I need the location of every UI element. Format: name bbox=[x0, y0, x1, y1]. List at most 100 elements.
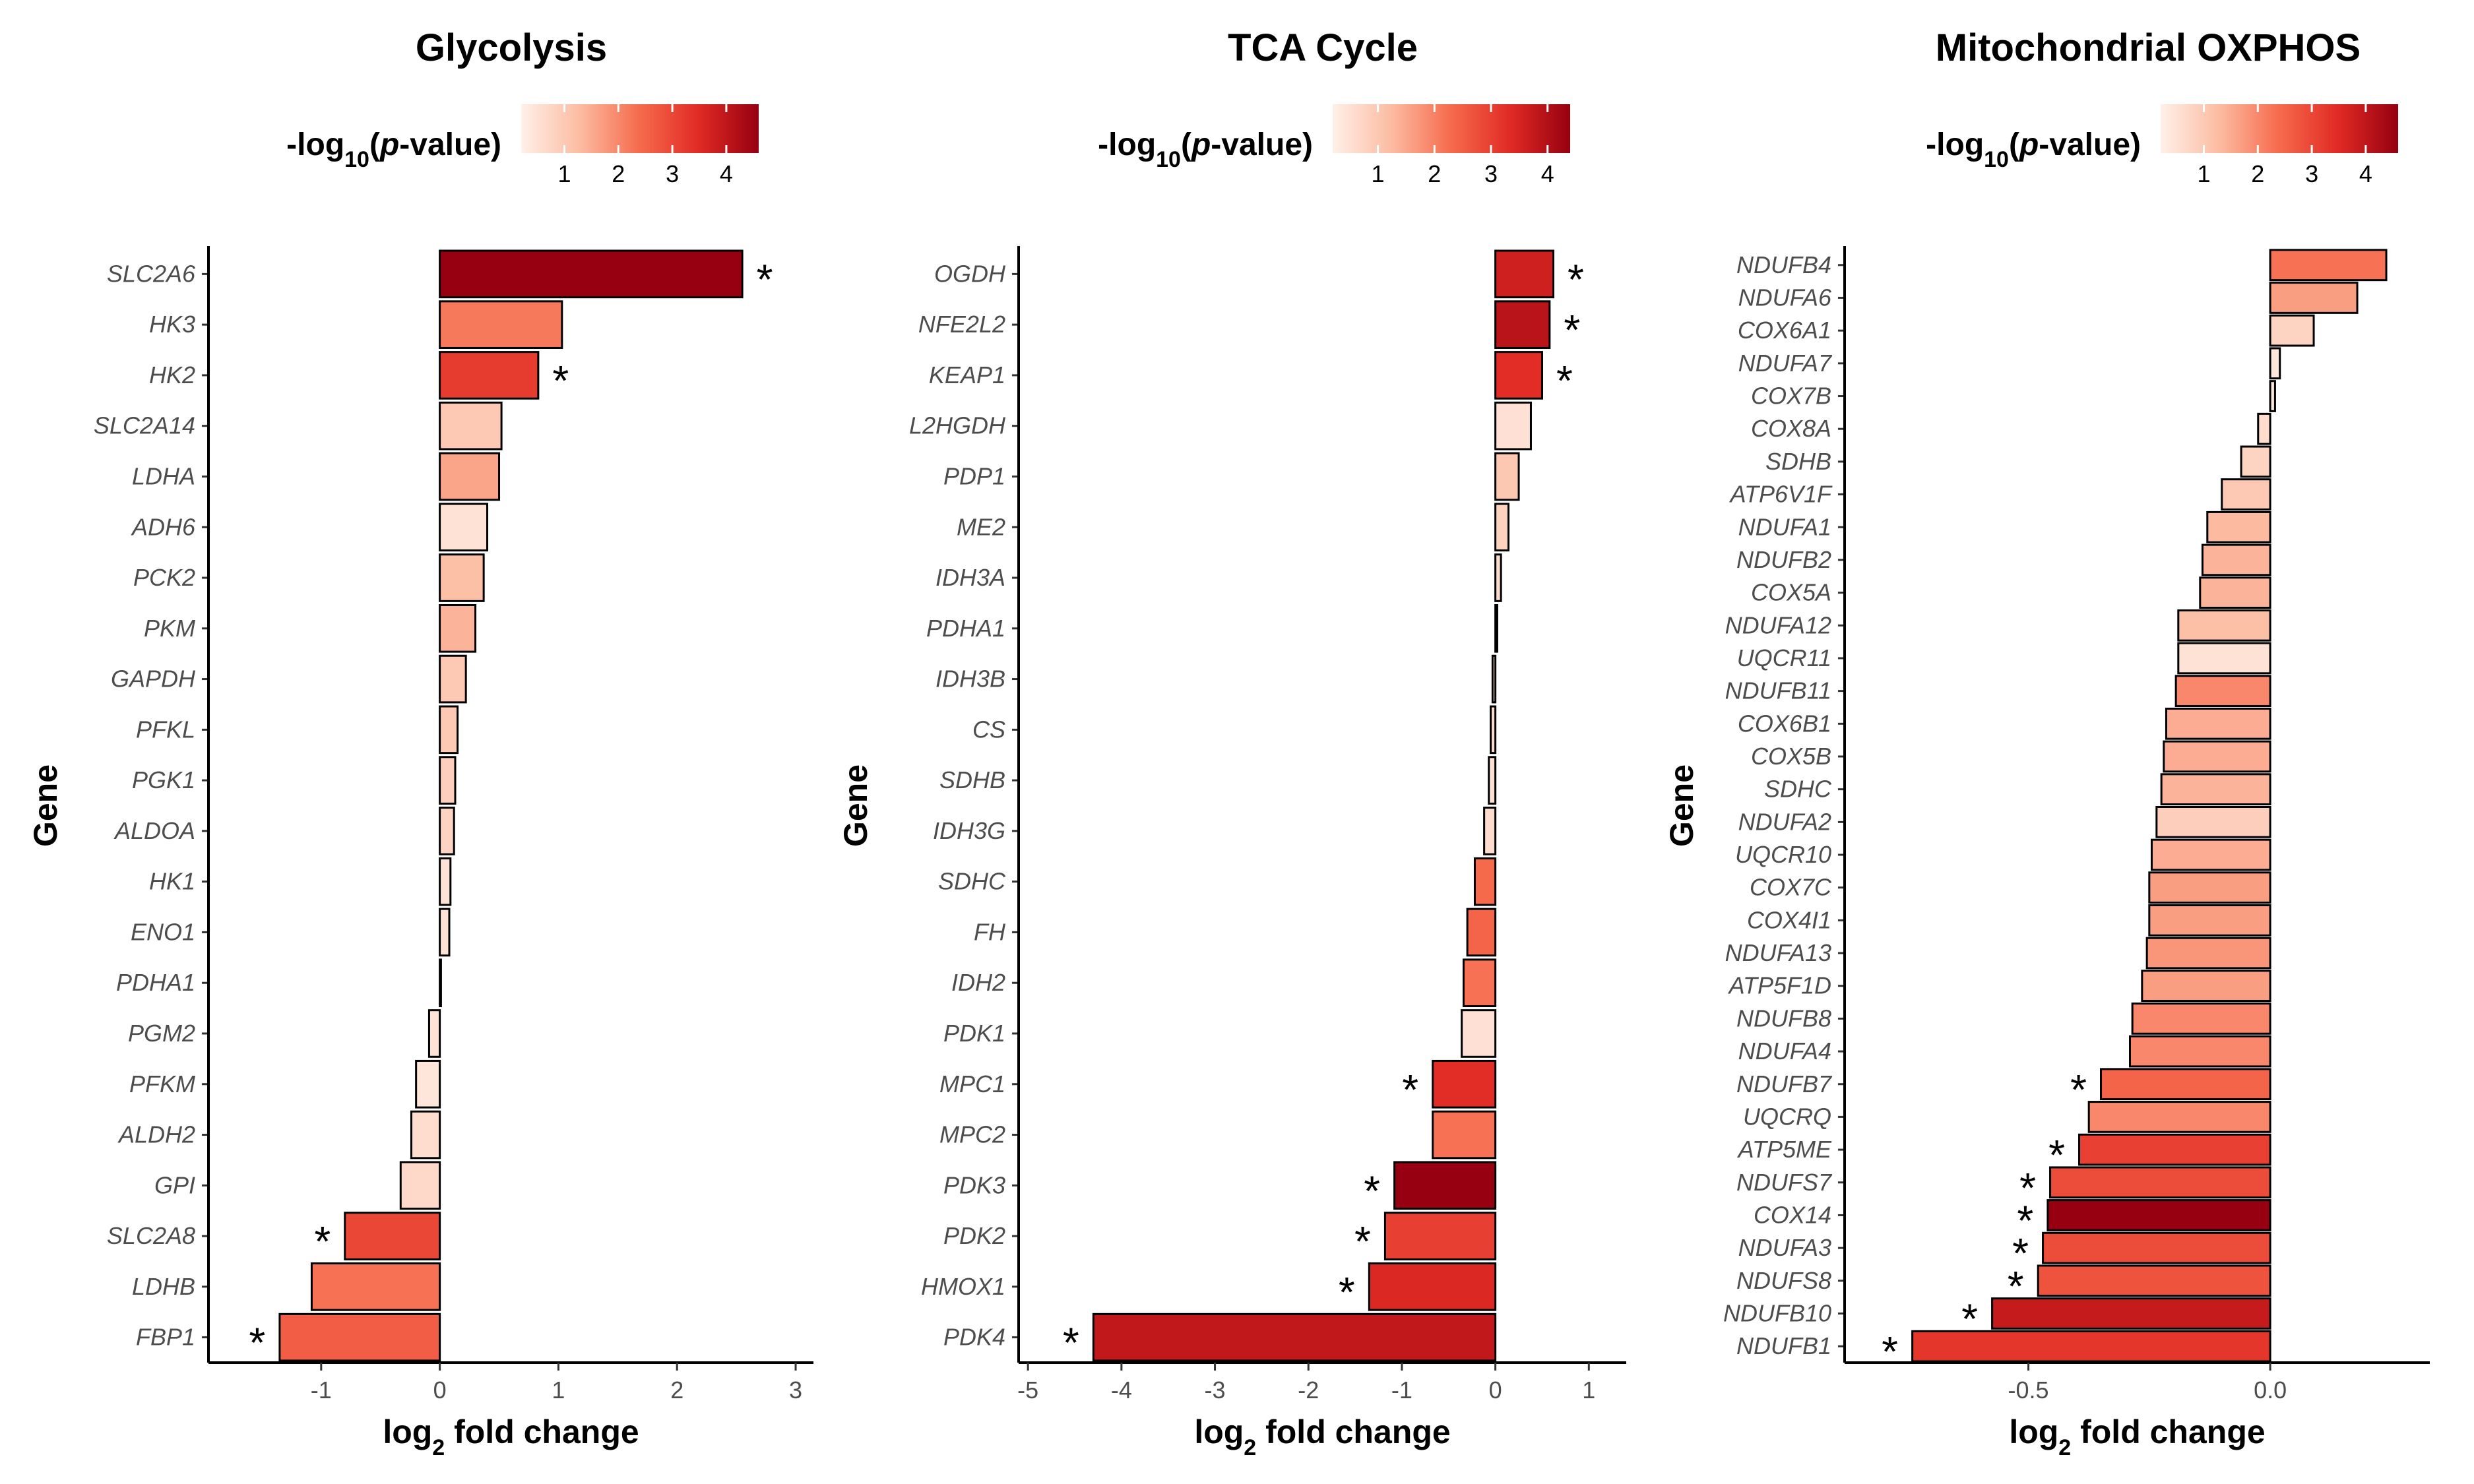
gene-label: NDUFA3 bbox=[1738, 1234, 1831, 1261]
bar-l2hgdh bbox=[1494, 401, 1532, 450]
legend-colorbar bbox=[521, 104, 759, 153]
x-tick-label: 1 bbox=[552, 1376, 565, 1404]
gene-label: COX14 bbox=[1754, 1201, 1831, 1228]
significance-star: * bbox=[1568, 255, 1584, 303]
gene-label: HMOX1 bbox=[921, 1273, 1005, 1300]
gene-label: ATP6V1F bbox=[1729, 481, 1833, 508]
x-axis-title: log2 fold change bbox=[2009, 1413, 2265, 1460]
gene-label: NDUFA6 bbox=[1738, 284, 1832, 311]
bar-atp6v1f bbox=[2221, 478, 2271, 510]
bar-eno1 bbox=[439, 908, 451, 957]
gene-label: PFKL bbox=[136, 716, 195, 743]
gene-label: UQCR11 bbox=[1737, 644, 1831, 671]
gene-label: PGK1 bbox=[132, 766, 195, 793]
bar-ndufa13 bbox=[2145, 937, 2271, 970]
gene-label: NDUFB8 bbox=[1736, 1005, 1831, 1032]
significance-star: * bbox=[1882, 1328, 1898, 1375]
legend-tick-label: 3 bbox=[666, 160, 679, 187]
significance-star: * bbox=[1556, 357, 1573, 404]
bar-atp5me bbox=[2078, 1133, 2271, 1166]
bar-ogdh bbox=[1494, 249, 1554, 299]
gene-label: COX6A1 bbox=[1738, 317, 1831, 344]
gene-label: SDHC bbox=[1764, 776, 1832, 803]
bar-ndufa7 bbox=[2269, 347, 2281, 380]
bar-ndufa4 bbox=[2129, 1035, 2271, 1068]
gene-label: ENO1 bbox=[131, 918, 195, 945]
bar-fbp1 bbox=[278, 1313, 441, 1362]
bar-mpc2 bbox=[1432, 1110, 1497, 1159]
bar-idh3b bbox=[1491, 654, 1497, 704]
bar-cox6a1 bbox=[2269, 314, 2315, 347]
gene-label: NDUFS8 bbox=[1736, 1267, 1831, 1294]
legend-tick-label: 3 bbox=[2305, 160, 2318, 187]
gene-label: COX5B bbox=[1751, 743, 1831, 770]
legend-tick-label: 3 bbox=[1484, 160, 1498, 187]
gene-label: IDH2 bbox=[951, 969, 1005, 996]
gene-label: COX8A bbox=[1751, 415, 1831, 442]
gene-label: NFE2L2 bbox=[918, 311, 1005, 338]
bar-me2 bbox=[1494, 503, 1509, 552]
legend-title: -log10(p-value) bbox=[1098, 127, 1313, 172]
gene-label: NDUFS7 bbox=[1736, 1169, 1833, 1196]
bar-cox8a bbox=[2257, 412, 2271, 445]
significance-star: * bbox=[552, 357, 569, 404]
bar-idh3g bbox=[1483, 807, 1497, 855]
legend-tick-label: 4 bbox=[1541, 160, 1554, 187]
x-tick-label: 3 bbox=[789, 1376, 802, 1404]
bar-ndufa6 bbox=[2269, 282, 2359, 314]
gene-label: IDH3G bbox=[933, 817, 1005, 844]
bar-ndufb7 bbox=[2100, 1068, 2271, 1101]
gene-label: NDUFB1 bbox=[1736, 1332, 1831, 1359]
bar-pck2 bbox=[439, 553, 485, 602]
gene-label: IDH3A bbox=[936, 564, 1005, 591]
gene-label: PGM2 bbox=[128, 1020, 195, 1047]
significance-star: * bbox=[2017, 1196, 2033, 1244]
gene-label: ALDH2 bbox=[117, 1121, 195, 1148]
significance-star: * bbox=[1063, 1319, 1079, 1367]
bar-uqcr11 bbox=[2177, 642, 2271, 675]
significance-star: * bbox=[314, 1218, 331, 1265]
bar-pkm bbox=[439, 603, 477, 653]
gene-label: SLC2A14 bbox=[94, 412, 195, 439]
bar-pfkm bbox=[415, 1059, 441, 1109]
bar-ldhb bbox=[310, 1262, 441, 1311]
panel-2: TCA Cycle -log10(p-value) 1 2 3 4 OGDH * NFE2L2 *… bbox=[837, 26, 1626, 1460]
panel-title: Mitochondrial OXPHOS bbox=[1936, 26, 2361, 69]
x-tick-label: 2 bbox=[670, 1376, 683, 1404]
bar-ndufb10 bbox=[1991, 1297, 2271, 1330]
gene-label: SLC2A8 bbox=[107, 1222, 195, 1249]
bar-aldoa bbox=[439, 807, 455, 855]
x-tick-label: -3 bbox=[1205, 1376, 1226, 1404]
gene-label: GPI bbox=[154, 1171, 195, 1198]
significance-star: * bbox=[2012, 1229, 2029, 1277]
bar-ndufs7 bbox=[2049, 1166, 2271, 1199]
gene-label: UQCR10 bbox=[1735, 841, 1831, 868]
bar-fh bbox=[1466, 908, 1497, 957]
bar-atp5f1d bbox=[2141, 970, 2271, 1003]
significance-star: * bbox=[757, 255, 773, 303]
bar-slc2a6 bbox=[439, 249, 744, 299]
legend-tick-label: 2 bbox=[2251, 160, 2264, 187]
significance-star: * bbox=[1339, 1268, 1355, 1316]
bar-pdk4 bbox=[1092, 1313, 1497, 1362]
gene-label: NDUFA1 bbox=[1738, 513, 1831, 540]
legend-colorbar bbox=[1333, 104, 1570, 153]
panel-title: Glycolysis bbox=[416, 26, 607, 69]
bar-gapdh bbox=[439, 654, 467, 704]
bar-cox14 bbox=[2046, 1199, 2271, 1231]
gene-label: NDUFA4 bbox=[1738, 1037, 1831, 1065]
gene-label: COX4I1 bbox=[1747, 906, 1831, 933]
bar-pdk2 bbox=[1383, 1212, 1497, 1260]
gene-label: HK3 bbox=[149, 311, 195, 338]
bar-hk2 bbox=[439, 351, 540, 400]
gene-label: PKM bbox=[144, 615, 195, 642]
y-axis-title: Gene bbox=[27, 764, 64, 847]
y-axis-title: Gene bbox=[837, 764, 874, 847]
bar-ndufa2 bbox=[2155, 805, 2271, 838]
legend-tick-label: 1 bbox=[557, 160, 571, 187]
gene-label: OGDH bbox=[934, 260, 1006, 287]
gene-label: ALDOA bbox=[113, 817, 195, 844]
bar-ndufs8 bbox=[2037, 1264, 2271, 1297]
bar-adh6 bbox=[439, 503, 489, 552]
y-axis-title: Gene bbox=[1663, 764, 1700, 847]
